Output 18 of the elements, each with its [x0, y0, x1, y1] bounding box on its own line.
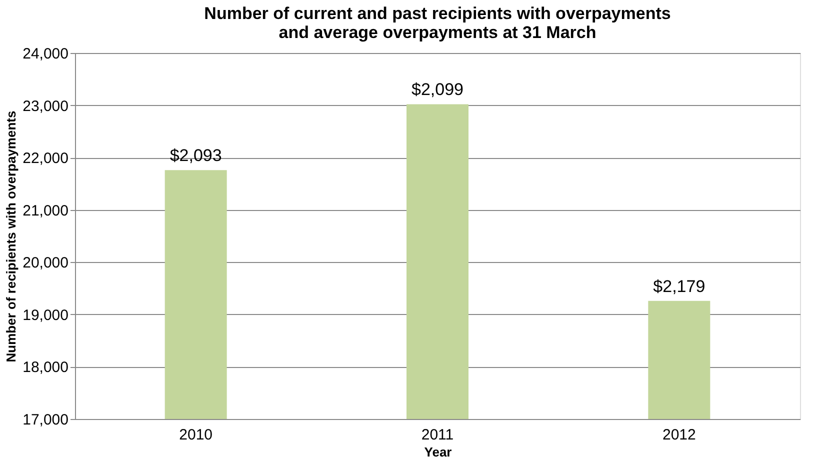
annotation: $2,179 [653, 276, 706, 296]
x-tick-label: 2011 [421, 426, 454, 444]
x-axis-title: Year [424, 444, 452, 460]
text: and average overpayments at 31 March [278, 23, 596, 42]
y-tick-label: 19,000 [22, 306, 68, 324]
annotation: $2,099 [412, 80, 464, 100]
y-tick-label: 20,000 [22, 254, 68, 272]
y-axis-title: Number of recipients with overpayments [4, 110, 19, 362]
y-tick-label: 24,000 [22, 46, 68, 62]
text: Number of current and past recipients with overpayments [204, 4, 671, 23]
y-tick-label: 17,000 [22, 412, 68, 428]
y-tick-label: 21,000 [22, 202, 68, 220]
y-tick-label: 18,000 [22, 359, 68, 376]
y-tick-label: 23,000 [22, 98, 68, 115]
x-tick-label: 2012 [662, 426, 696, 444]
x-tick-label: 2010 [179, 426, 213, 444]
y-tick-label: 22,000 [22, 150, 68, 168]
annotation: $2,093 [170, 146, 222, 166]
